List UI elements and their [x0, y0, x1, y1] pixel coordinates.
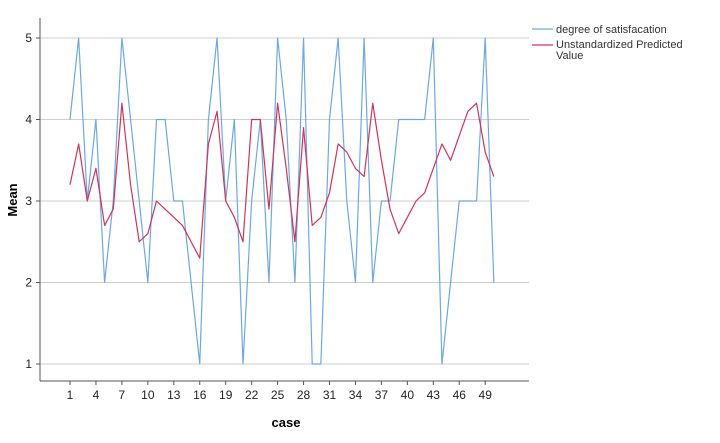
x-tick-label-4: 4 [93, 388, 100, 402]
series-layer [69, 37, 495, 365]
y-tick-label-3: 3 [25, 194, 32, 208]
x-tick-label-22: 22 [245, 388, 259, 402]
x-tick-label-16: 16 [193, 388, 207, 402]
x-tick-label-49: 49 [479, 388, 493, 402]
x-tick-label-43: 43 [427, 388, 441, 402]
x-tick-label-1: 1 [67, 388, 74, 402]
x-tick-label-13: 13 [167, 388, 181, 402]
y-tick-label-4: 4 [25, 113, 32, 127]
legend-label-satisfaction: degree of satisfacation [556, 24, 667, 36]
x-tick-label-28: 28 [297, 388, 311, 402]
legend-label-predicted-cont: Value [556, 50, 583, 62]
y-tick-label-1: 1 [25, 357, 32, 371]
x-tick-label-46: 46 [453, 388, 467, 402]
x-tick-label-40: 40 [401, 388, 415, 402]
x-axis-ticks: 1 4 7 10 13 16 19 22 25 28 31 34 37 40 43 46 49 [67, 381, 493, 402]
x-tick-label-19: 19 [219, 388, 233, 402]
series-line-predicted [69, 102, 495, 259]
x-axis-title: case [272, 415, 301, 430]
x-tick-label-37: 37 [375, 388, 389, 402]
x-tick-label-7: 7 [119, 388, 126, 402]
legend-label-predicted: Unstandardized Predicted [556, 39, 683, 51]
y-axis-ticks: 1 2 3 4 5 [25, 31, 40, 371]
legend: degree of satisfacation Unstandardized P… [532, 24, 683, 62]
y-tick-label-5: 5 [25, 31, 32, 45]
x-tick-label-31: 31 [323, 388, 337, 402]
y-axis-title: Mean [5, 183, 20, 216]
series-line-satisfaction [69, 37, 495, 365]
y-tick-label-2: 2 [25, 276, 32, 290]
x-tick-label-10: 10 [141, 388, 155, 402]
x-tick-label-34: 34 [349, 388, 363, 402]
x-tick-label-25: 25 [271, 388, 285, 402]
